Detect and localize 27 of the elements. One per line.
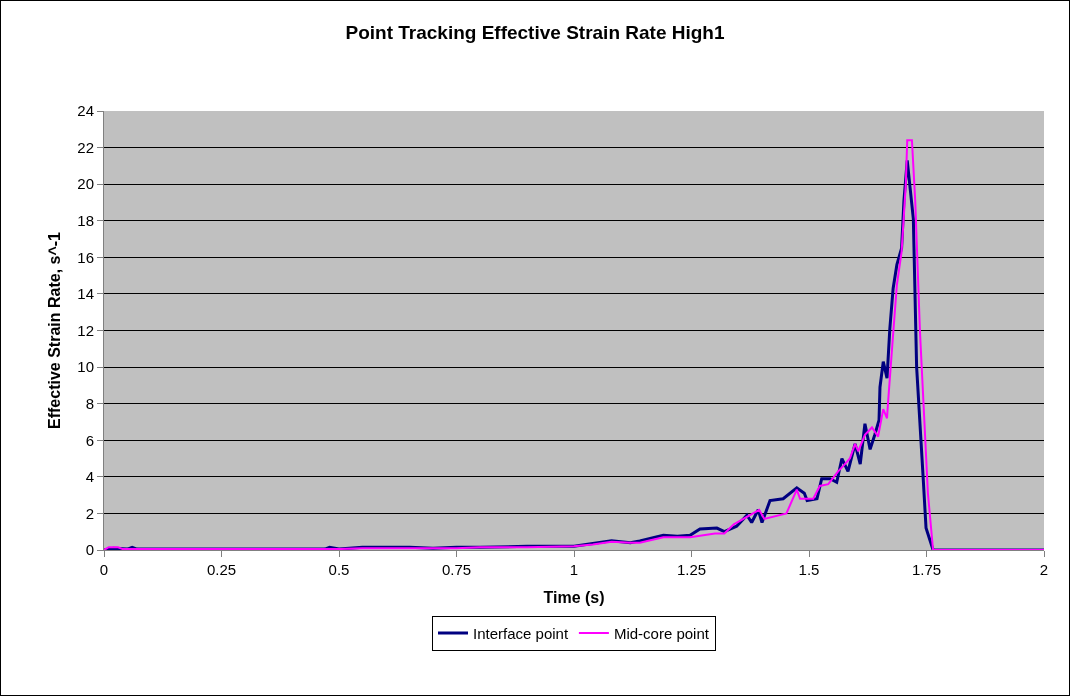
x-axis-title: Time (s) xyxy=(543,588,605,606)
y-tick-label: 18 xyxy=(77,212,94,229)
y-tick-label: 2 xyxy=(85,504,94,522)
y-tick-label: 20 xyxy=(77,175,94,193)
y-tick-label: 14 xyxy=(77,285,94,303)
y-tick-label: 8 xyxy=(85,394,94,412)
y-tick-label: 0 xyxy=(85,541,94,559)
x-tick-label: 0.5 xyxy=(328,561,350,578)
y-tick-label: 16 xyxy=(77,248,94,266)
x-tick-label: 1.5 xyxy=(798,561,820,578)
x-tick-label: 1.75 xyxy=(911,561,942,578)
y-tick-label: 6 xyxy=(85,431,94,449)
x-tick-label: 2 xyxy=(1039,561,1049,578)
y-tick-label: 12 xyxy=(77,321,94,339)
y-axis-title: Effective Strain Rate, s^-1 xyxy=(46,231,64,429)
chart-title: Point Tracking Effective Strain Rate High1 xyxy=(345,21,725,43)
y-tick-label: 24 xyxy=(77,102,94,120)
x-tick-label: 0.75 xyxy=(441,561,472,578)
x-tick-label: 1 xyxy=(569,561,579,578)
legend-label: Mid-core point xyxy=(613,624,710,642)
y-tick-label: 10 xyxy=(77,358,94,376)
legend-label: Interface point xyxy=(473,624,569,642)
x-tick-label: 0.25 xyxy=(206,561,237,578)
y-tick-label: 4 xyxy=(85,468,94,486)
x-tick-label: 0 xyxy=(99,561,109,578)
x-tick-label: 1.25 xyxy=(676,561,707,578)
y-tick-label: 22 xyxy=(77,138,94,156)
